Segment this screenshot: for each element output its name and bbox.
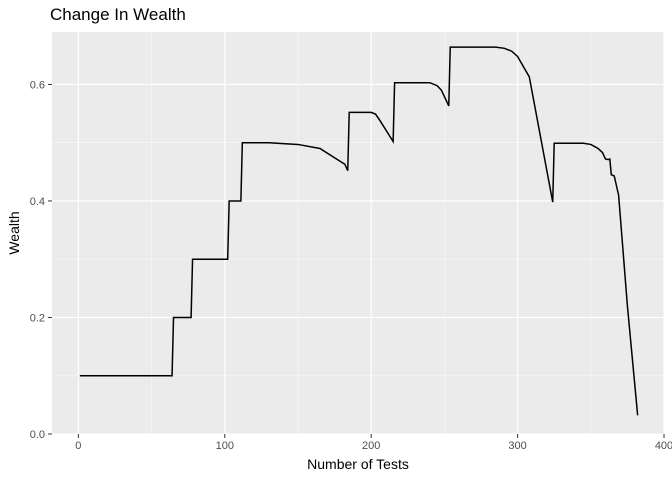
major-gridlines [52, 32, 665, 435]
x-tick-label: 0 [75, 440, 81, 452]
wealth-series-line [79, 46, 639, 416]
x-tick-label: 300 [508, 440, 526, 452]
y-tick-label: 0.6 [30, 79, 45, 91]
x-axis: 0 100 200 300 400 [75, 434, 672, 452]
x-tick-label: 100 [216, 440, 234, 452]
y-axis: 0.0 0.2 0.4 0.6 [30, 79, 52, 441]
x-tick-label: 400 [655, 440, 672, 452]
x-tick-label: 200 [362, 440, 380, 452]
y-axis-title: Wealth [6, 211, 22, 254]
x-axis-title: Number of Tests [307, 456, 409, 472]
y-tick-label: 0.2 [30, 312, 45, 324]
plot-panel [52, 32, 664, 434]
y-tick-label: 0.0 [30, 429, 45, 441]
chart-title: Change In Wealth [50, 5, 186, 24]
y-tick-label: 0.4 [30, 196, 45, 208]
